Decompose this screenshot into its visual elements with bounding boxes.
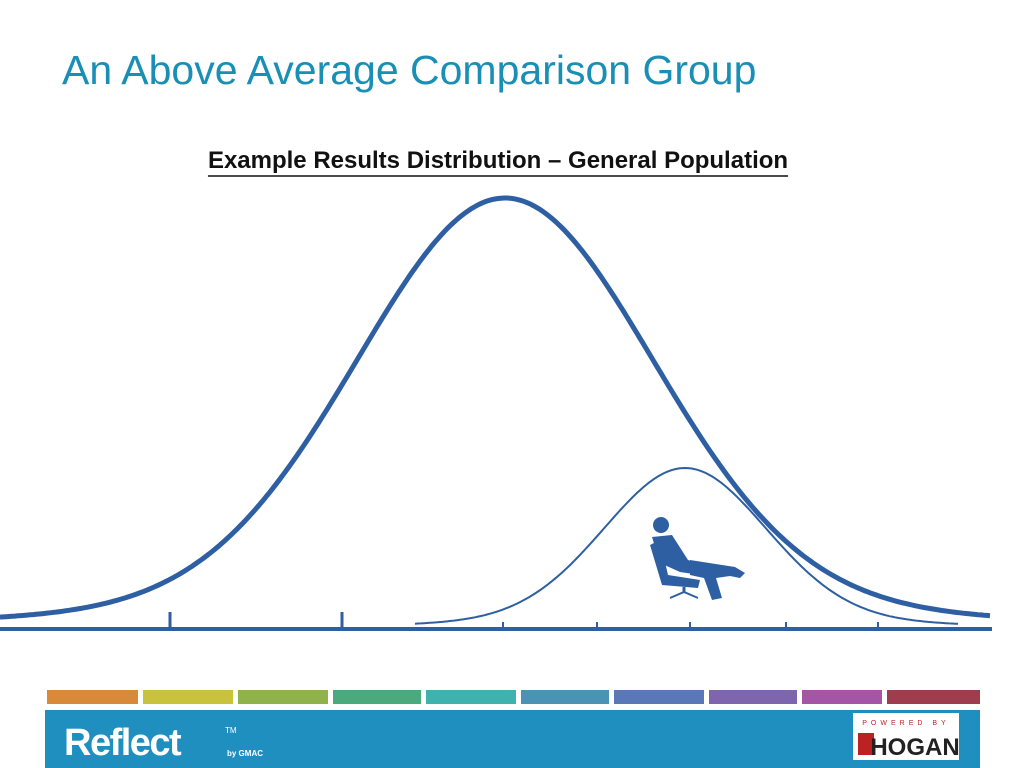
partner-logo: HOGAN [870,734,959,761]
seated-person-icon [650,517,745,600]
distribution-illustration [0,195,992,631]
footer-band [45,710,980,768]
byline: by GMAC [227,749,263,758]
slide-subtitle: Example Results Distribution – General P… [208,147,788,174]
brand-logo: Reflect [64,722,182,764]
trademark: TM [225,726,237,735]
partner-tag: POWERED BY [862,720,949,727]
comparison-group-curve [414,466,959,625]
color-strip [47,690,980,704]
slide-title: An Above Average Comparison Group [62,47,756,93]
partner-mark [858,733,874,755]
general-population-curve [0,195,991,620]
